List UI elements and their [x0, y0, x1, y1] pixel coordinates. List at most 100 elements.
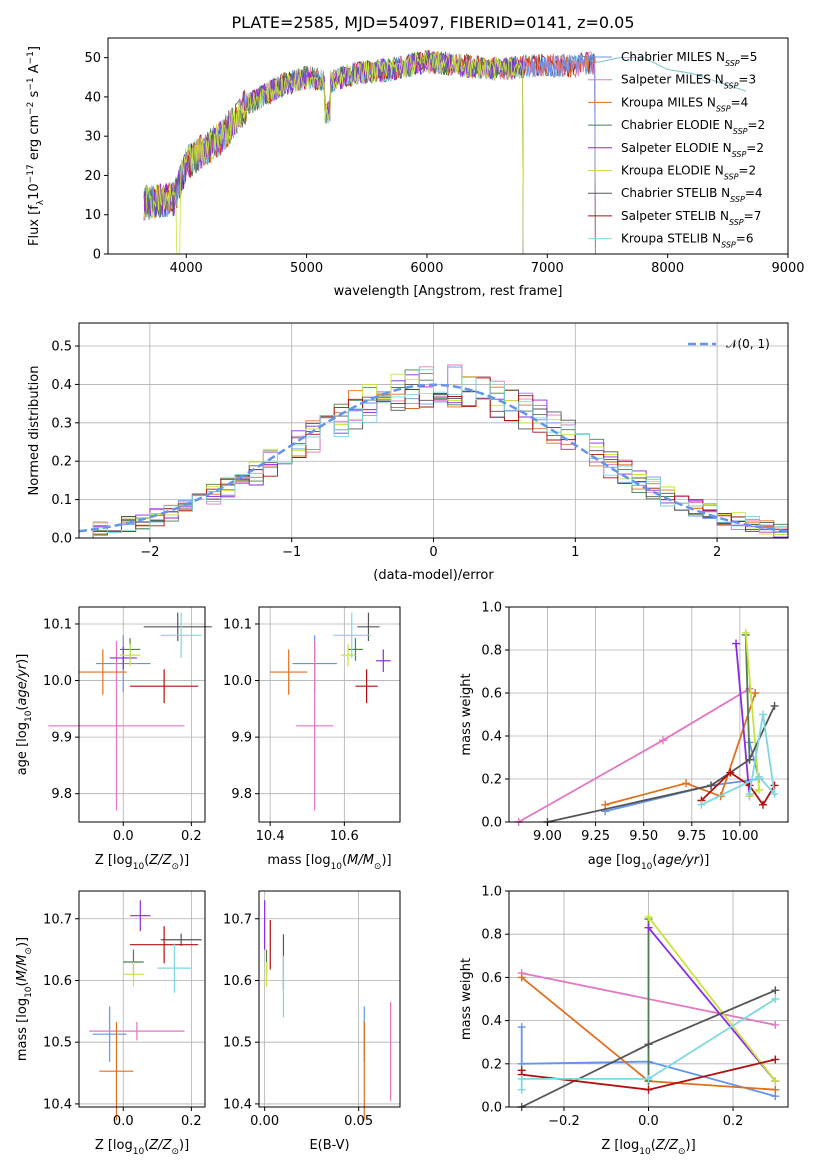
y-tick-label: 10.1 [43, 617, 72, 632]
normal-curve [78, 383, 789, 533]
label-part: −1 [26, 77, 36, 90]
histogram-sa_stelib [79, 377, 789, 539]
weight-path-ch_miles [520, 1027, 776, 1098]
y-tick-label: 0.8 [481, 928, 502, 943]
errorbar-ch_miles [92, 1006, 127, 1062]
legend-label-normal: 𝒩(0, 1) [726, 337, 770, 351]
errorbar-kr_miles [270, 649, 308, 695]
age_vs_mass-marks [270, 612, 391, 811]
errorbar-kr_miles [99, 1021, 134, 1121]
legend-nssp-prefix: N [708, 232, 721, 246]
weight-path-kr_elodie [647, 916, 777, 1082]
y-tick-label: 0.4 [481, 730, 502, 745]
spectrum-y-label: Flux [fλ10−17 erg cm−2 s−1 A−1] [26, 46, 46, 246]
x-tick-label: 0.0 [113, 1114, 134, 1129]
legend-nssp-value: =3 [738, 73, 756, 87]
residuals-panel: −2 −1 0 1 2 0.0 0.1 0.2 0.3 0.4 0.5 𝒩(0, 1) (data-mo… [27, 322, 789, 583]
label-part: Z [log [601, 1138, 639, 1153]
label-part: )] [15, 654, 30, 664]
x-tick-label: 9.50 [629, 829, 658, 844]
weight_vs_age-frame [508, 606, 789, 823]
weight-marker-sa_elodie [644, 923, 653, 932]
y-tick-label: 0.0 [51, 532, 72, 547]
errorbar-sa_elodie [375, 649, 391, 673]
y-tick-label: 0.4 [481, 1014, 502, 1029]
y-tick-label: 10.7 [223, 912, 252, 927]
legend-nssp-prefix: N [711, 73, 724, 87]
weight-marker-sa_stelib [771, 1055, 780, 1064]
legend-nssp-sub: SSP [729, 217, 744, 226]
y-tick-label: 10.0 [43, 674, 72, 689]
label-part: 10 [24, 986, 34, 998]
label-part: )] [699, 853, 709, 868]
errorbar-sa_elodie [109, 646, 137, 670]
errorbar-ch_stelib [143, 612, 212, 641]
y-tick-label: 1.0 [481, 885, 502, 900]
legend-nssp-sub: SSP [733, 127, 748, 136]
errorbar-kr_stelib [160, 612, 202, 658]
y-tick-label: 20 [84, 169, 101, 184]
weight_vs_age-panel: 9.00 9.25 9.50 9.75 10.00 0.0 0.2 0.4 0.6 0.8 1.0 a… [459, 601, 789, 872]
label-part: 10 [133, 1147, 145, 1157]
spectrum-x-label: wavelength [Angstrom, rest frame] [334, 284, 563, 299]
legend-nssp-prefix: N [703, 95, 716, 109]
y-tick-label: 0.0 [481, 1101, 502, 1116]
legend-nssp-prefix: N [720, 118, 733, 132]
weight-line-kr_stelib [697, 710, 779, 809]
y-tick-label: 10.5 [43, 1036, 72, 1051]
x-tick-label: 10.00 [721, 829, 758, 844]
weight-marker-kr_miles [517, 973, 526, 982]
weight-line-kr_stelib [517, 995, 780, 1094]
errorbar-ch_stelib [357, 612, 380, 641]
y-tick-label: 10.6 [43, 974, 72, 989]
age_vs_mass-panel: 10.4 10.6 9.8 9.9 10.0 10.1 mass [log10(M/M⊙)] [223, 606, 401, 872]
legend-nssp-sub: SSP [732, 149, 747, 158]
y-tick-label: 0.2 [51, 455, 72, 470]
label-part: )] [686, 1138, 696, 1153]
y-tick-label: 9.8 [51, 787, 72, 802]
mass_vs_Z-frame [78, 890, 206, 1108]
weight_vs_Z-y-label: mass weight [459, 958, 474, 1040]
label-part: )] [179, 1138, 189, 1153]
y-tick-label: 50 [84, 51, 101, 66]
weight-marker-kr_stelib [755, 772, 764, 781]
y-tick-label: 10.1 [223, 617, 252, 632]
age_vs_Z-marks [48, 612, 212, 811]
y-tick-label: 0.6 [481, 971, 502, 986]
x-tick-label: 9.75 [677, 829, 706, 844]
legend-nssp-value: =7 [744, 209, 762, 223]
y-tick-label: 0.2 [481, 1057, 502, 1072]
label-part: Flux [f [27, 205, 42, 246]
legend-nssp-value: =5 [740, 50, 758, 64]
x-tick-label: 0 [429, 545, 437, 560]
legend-nssp-value: =2 [738, 164, 756, 178]
weight-line-kr_elodie [644, 912, 780, 1086]
y-tick-label: 10.6 [223, 974, 252, 989]
weight-marker-kr_miles [682, 779, 691, 788]
weight-marker-kr_elodie [741, 628, 750, 637]
y-tick-label: 40 [84, 90, 101, 105]
chart-title: PLATE=2585, MJD=54097, FIBERID=0141, z=0… [231, 13, 634, 32]
weight-marker-sa_miles [658, 736, 667, 745]
errorbar-sa_elodie [130, 900, 151, 932]
label-part: −2 [26, 102, 36, 115]
weight-path-ch_elodie [744, 634, 751, 760]
weight-path-sa_elodie [647, 927, 776, 1082]
y-tick-label: 9.9 [51, 731, 72, 746]
weight-marker-kr_miles [751, 689, 760, 697]
x-tick-label: 5000 [290, 261, 323, 276]
legend-nssp-value: =2 [746, 141, 764, 155]
label-part: s [27, 90, 42, 101]
y-tick-label: 10.5 [223, 1036, 252, 1051]
legend-nssp-sub: SSP [724, 81, 739, 90]
y-tick-label: 1.0 [481, 601, 502, 616]
age_vs_mass-frame [258, 606, 401, 823]
y-tick-label: 0.6 [481, 687, 502, 702]
label-part: age/yr [657, 853, 700, 868]
y-tick-label: 10 [84, 208, 101, 223]
label-part: ( [342, 853, 347, 868]
label-part: ⊙ [678, 1147, 686, 1157]
mass_vs_ebv-frame [258, 890, 401, 1108]
label-part: )] [15, 937, 30, 947]
histogram-kr_stelib [79, 369, 789, 539]
